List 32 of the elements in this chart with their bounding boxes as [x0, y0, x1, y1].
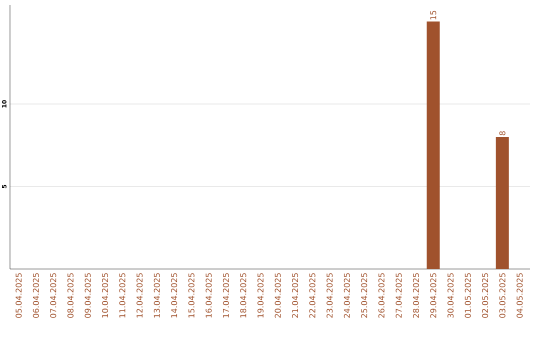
x-tick-label: 06.04.2025 [32, 273, 39, 318]
data-label: 8 [499, 131, 506, 136]
x-tick-label: 21.04.2025 [292, 273, 298, 318]
x-tick-label: 18.04.2025 [240, 273, 246, 318]
x-tick-label: 24.04.2025 [344, 273, 350, 318]
x-tick-label: 15.04.2025 [188, 273, 194, 318]
x-tick-label: 29.04.2025 [430, 273, 436, 318]
x-tick-label: 27.04.2025 [396, 273, 402, 318]
x-tick-label: 01.05.2025 [464, 273, 471, 318]
x-tick-label: 16.04.2025 [206, 273, 212, 318]
x-tick-label: 14.04.2025 [171, 273, 178, 318]
x-tick-label: 13.04.2025 [154, 273, 160, 318]
x-tick-label: 19.04.2025 [257, 273, 264, 318]
x-tick-label: 22.04.2025 [309, 273, 316, 318]
x-tick-label: 07.04.2025 [50, 273, 56, 318]
x-tick-label: 02.05.2025 [482, 273, 488, 318]
data-label: 15 [430, 10, 436, 20]
x-tick-label: 30.04.2025 [448, 273, 454, 318]
x-tick-label: 05.04.2025 [16, 273, 22, 318]
x-tick-label: 26.04.2025 [378, 273, 384, 318]
x-tick-label: 04.05.2025 [516, 273, 523, 318]
x-tick-label: 03.05.2025 [499, 273, 506, 318]
x-tick-label: 12.04.2025 [136, 273, 143, 318]
x-tick-label: 20.04.2025 [274, 273, 281, 318]
x-tick-label: 23.04.2025 [326, 273, 333, 318]
x-tick-label: 08.04.2025 [67, 273, 74, 318]
x-tick-label: 17.04.2025 [222, 273, 229, 318]
x-tick-label: 09.04.2025 [84, 273, 91, 318]
x-tick-label: 25.04.2025 [361, 273, 368, 318]
x-tick-label: 10.04.2025 [102, 273, 108, 318]
x-tick-label: 28.04.2025 [412, 273, 420, 318]
x-tick-label: 11.04.2025 [119, 273, 126, 318]
